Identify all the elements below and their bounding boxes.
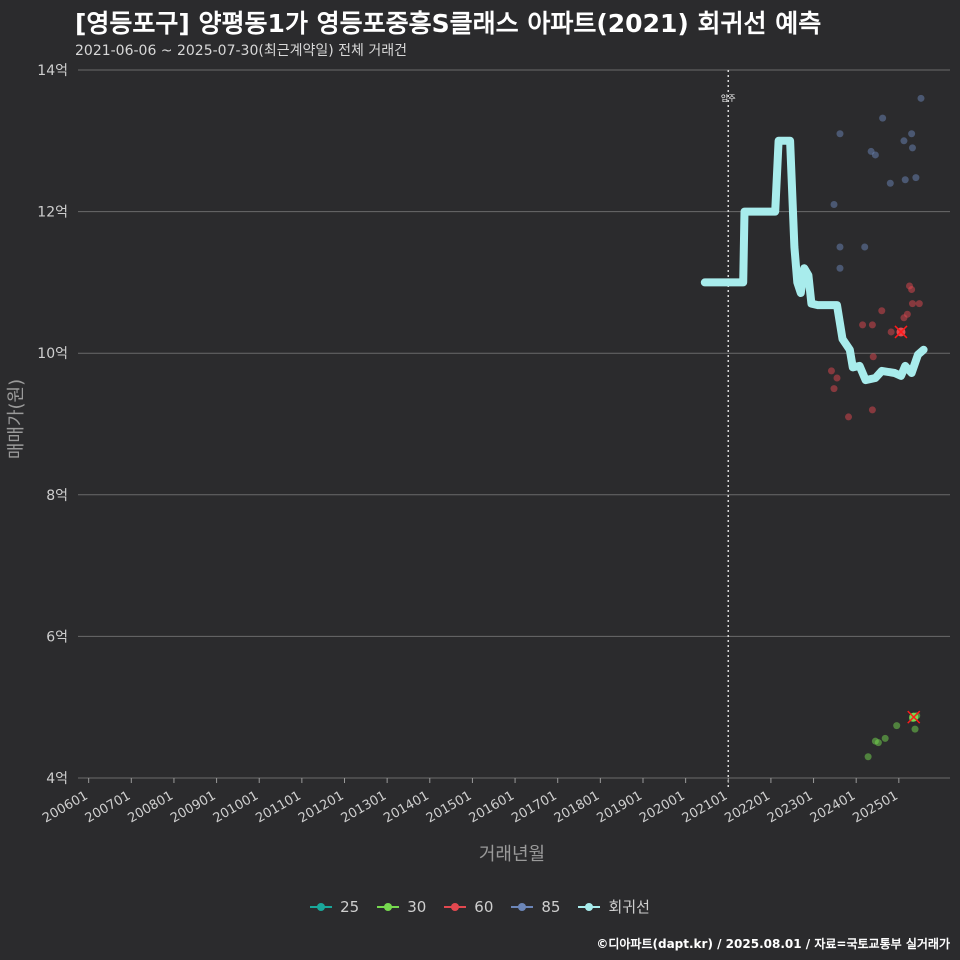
point-85 (871, 151, 879, 159)
legend-item-85: 85 (511, 896, 560, 917)
point-30 (864, 753, 872, 761)
move-in-line: 입주 (721, 70, 736, 788)
y-tick-label: 6억 (46, 629, 68, 645)
legend-label: 85 (541, 897, 561, 916)
highlight-cross (894, 325, 908, 339)
point-60 (845, 413, 853, 421)
point-60 (827, 367, 835, 375)
point-60 (887, 328, 895, 336)
axes: 4억6억8억10억12억14억2006012007012008012009012… (6, 63, 901, 865)
point-30 (911, 725, 919, 733)
x-tick-label: 202501 (850, 788, 900, 826)
point-60 (830, 385, 838, 393)
x-tick-label: 202101 (680, 788, 730, 826)
x-tick-label: 201801 (552, 788, 602, 826)
point-85 (861, 243, 869, 251)
x-tick-label: 200701 (83, 788, 133, 826)
point-85 (908, 144, 916, 152)
point-60 (833, 374, 841, 382)
x-tick-label: 200901 (168, 788, 218, 826)
x-tick-label: 201901 (594, 788, 644, 826)
legend-label: 60 (474, 897, 494, 916)
y-tick-label: 14억 (37, 63, 68, 79)
point-85 (836, 264, 844, 272)
point-60 (868, 321, 876, 329)
legend-key (377, 901, 400, 913)
point-85 (836, 130, 844, 138)
y-tick-label: 12억 (37, 205, 68, 221)
legend-key (310, 901, 333, 913)
point-85 (901, 176, 909, 184)
x-tick-label: 201601 (467, 788, 517, 826)
point-85 (879, 114, 887, 122)
x-tick-label: 201201 (296, 788, 346, 826)
x-tick-label: 201301 (339, 788, 389, 826)
legend-label: 회귀선 (608, 898, 650, 916)
x-tick-label: 201001 (211, 788, 261, 826)
regression-line (700, 136, 928, 385)
highlight-cross (907, 710, 921, 724)
point-60 (859, 321, 867, 329)
point-30 (881, 734, 889, 742)
point-85 (886, 179, 894, 187)
legend-item-25: 25 (310, 896, 359, 917)
x-tick-label: 201401 (381, 788, 431, 826)
y-tick-label: 8억 (46, 488, 68, 504)
grid-lines (78, 69, 950, 779)
x-tick-label: 202001 (637, 788, 687, 826)
legend-key (444, 901, 467, 913)
legend-key (578, 901, 601, 913)
x-tick-label: 201501 (424, 788, 474, 826)
point-85 (908, 130, 916, 138)
y-axis-title: 매매가(원) (6, 379, 27, 459)
point-60 (903, 310, 911, 318)
point-85 (830, 201, 838, 209)
x-tick-label: 201101 (253, 788, 303, 826)
point-30 (893, 722, 901, 730)
legend-item-회귀선: 회귀선 (578, 896, 650, 917)
x-tick-label: 202201 (722, 788, 772, 826)
point-60 (868, 406, 876, 414)
point-85 (917, 94, 925, 102)
point-85 (912, 174, 920, 182)
x-tick-label: 200801 (125, 788, 175, 826)
legend-item-30: 30 (377, 896, 426, 917)
point-60 (908, 285, 916, 293)
regression-path (700, 136, 928, 385)
move-in-label: 입주 (721, 94, 736, 103)
x-tick-label: 202401 (808, 788, 858, 826)
x-axis-title: 거래년월 (479, 844, 545, 865)
chart-title: [영등포구] 양평동1가 영등포중흥S클래스 아파트(2021) 회귀선 예측 (75, 9, 822, 38)
point-60 (878, 307, 886, 315)
highlight-marks (894, 325, 921, 724)
point-60 (915, 300, 923, 308)
legend: 25 30 60 85 회귀선 (0, 896, 960, 917)
legend-label: 30 (407, 897, 427, 916)
point-60 (869, 353, 877, 361)
legend-item-60: 60 (444, 896, 493, 917)
point-60 (908, 300, 916, 308)
point-85 (836, 243, 844, 251)
legend-label: 25 (340, 897, 360, 916)
chart-subtitle: 2021-06-06 ~ 2025-07-30(최근계약일) 전체 거래건 (75, 43, 407, 59)
x-tick-label: 201701 (509, 788, 559, 826)
x-tick-label: 200601 (40, 788, 90, 826)
point-30 (874, 739, 882, 747)
data-points (827, 94, 925, 761)
x-tick-label: 202301 (765, 788, 815, 826)
y-tick-label: 4억 (46, 771, 68, 787)
y-tick-label: 10억 (37, 346, 68, 362)
point-85 (900, 137, 908, 145)
legend-key (511, 901, 534, 913)
source-caption: ©디아파트(dapt.kr) / 2025.08.01 / 자료=국토교통부 실… (596, 937, 950, 951)
